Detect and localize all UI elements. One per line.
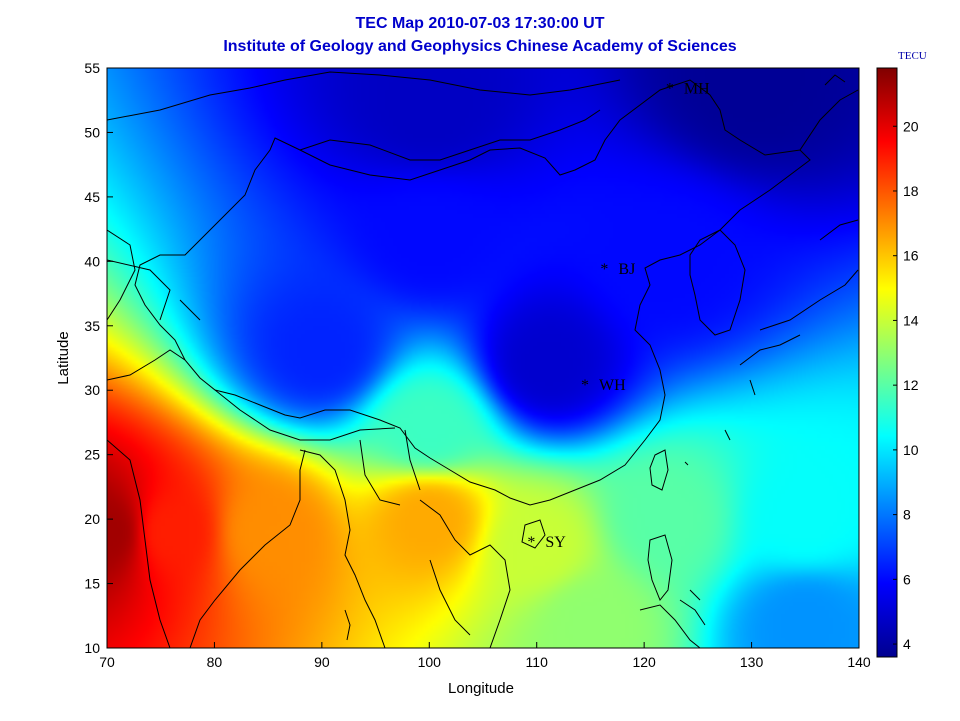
station-marker: * bbox=[581, 377, 589, 394]
x-tick-label: 80 bbox=[207, 654, 223, 670]
tec-heatmap bbox=[107, 68, 859, 648]
x-tick-label: 130 bbox=[740, 654, 764, 670]
y-tick-label: 40 bbox=[84, 253, 100, 269]
y-axis: 10 15 20 25 30 35 40 45 50 55 bbox=[84, 60, 113, 656]
station-marker: * bbox=[527, 534, 535, 551]
x-tick-label: 90 bbox=[314, 654, 330, 670]
station-marker: * bbox=[666, 80, 674, 97]
y-tick-label: 15 bbox=[84, 576, 100, 592]
station-marker: * bbox=[600, 261, 608, 278]
y-tick-label: 20 bbox=[84, 511, 100, 527]
y-tick-label: 25 bbox=[84, 447, 100, 463]
coastline-borders bbox=[107, 71, 859, 648]
x-tick-label: 110 bbox=[526, 654, 549, 670]
x-tick-label: 140 bbox=[847, 654, 871, 670]
y-tick-label: 55 bbox=[84, 60, 100, 76]
x-axis-label: Longitude bbox=[448, 680, 514, 697]
station-markers: * MH * BJ * WH * SY bbox=[527, 80, 710, 551]
y-tick-label: 45 bbox=[84, 189, 100, 205]
colorbar-tick-label: 8 bbox=[903, 507, 911, 523]
y-axis-label: Latitude bbox=[55, 331, 72, 384]
colorbar-tick-label: 16 bbox=[903, 248, 919, 264]
colorbar-tick-label: 4 bbox=[903, 636, 911, 652]
colorbar-tick-label: 12 bbox=[903, 377, 919, 393]
colorbar-tick-label: 14 bbox=[903, 312, 919, 328]
x-tick-label: 100 bbox=[418, 654, 442, 670]
colorbar-tick-label: 20 bbox=[903, 118, 919, 134]
colorbar-tick-label: 6 bbox=[903, 571, 911, 587]
colorbar bbox=[876, 67, 898, 658]
colorbar-tick-label: 10 bbox=[903, 442, 919, 458]
x-axis: 70 80 90 100 110 120 130 140 bbox=[99, 642, 871, 670]
y-tick-label: 35 bbox=[84, 318, 100, 334]
chart-subtitle: Institute of Geology and Geophysics Chin… bbox=[223, 38, 737, 55]
station-label-mh: MH bbox=[684, 80, 710, 97]
station-label-wh: WH bbox=[599, 377, 626, 394]
colorbar-ticks: 4 6 8 10 12 14 16 18 20 bbox=[893, 118, 919, 652]
y-tick-label: 10 bbox=[84, 640, 100, 656]
x-tick-label: 120 bbox=[632, 654, 656, 670]
station-label-bj: BJ bbox=[618, 261, 635, 278]
y-tick-label: 50 bbox=[84, 124, 100, 140]
x-tick-label: 70 bbox=[99, 654, 115, 670]
colorbar-tick-label: 18 bbox=[903, 183, 919, 199]
colorbar-unit-label: TECU bbox=[898, 50, 927, 62]
y-tick-label: 30 bbox=[84, 382, 100, 398]
station-label-sy: SY bbox=[545, 534, 566, 551]
chart-title: TEC Map 2010-07-03 17:30:00 UT bbox=[355, 15, 605, 32]
